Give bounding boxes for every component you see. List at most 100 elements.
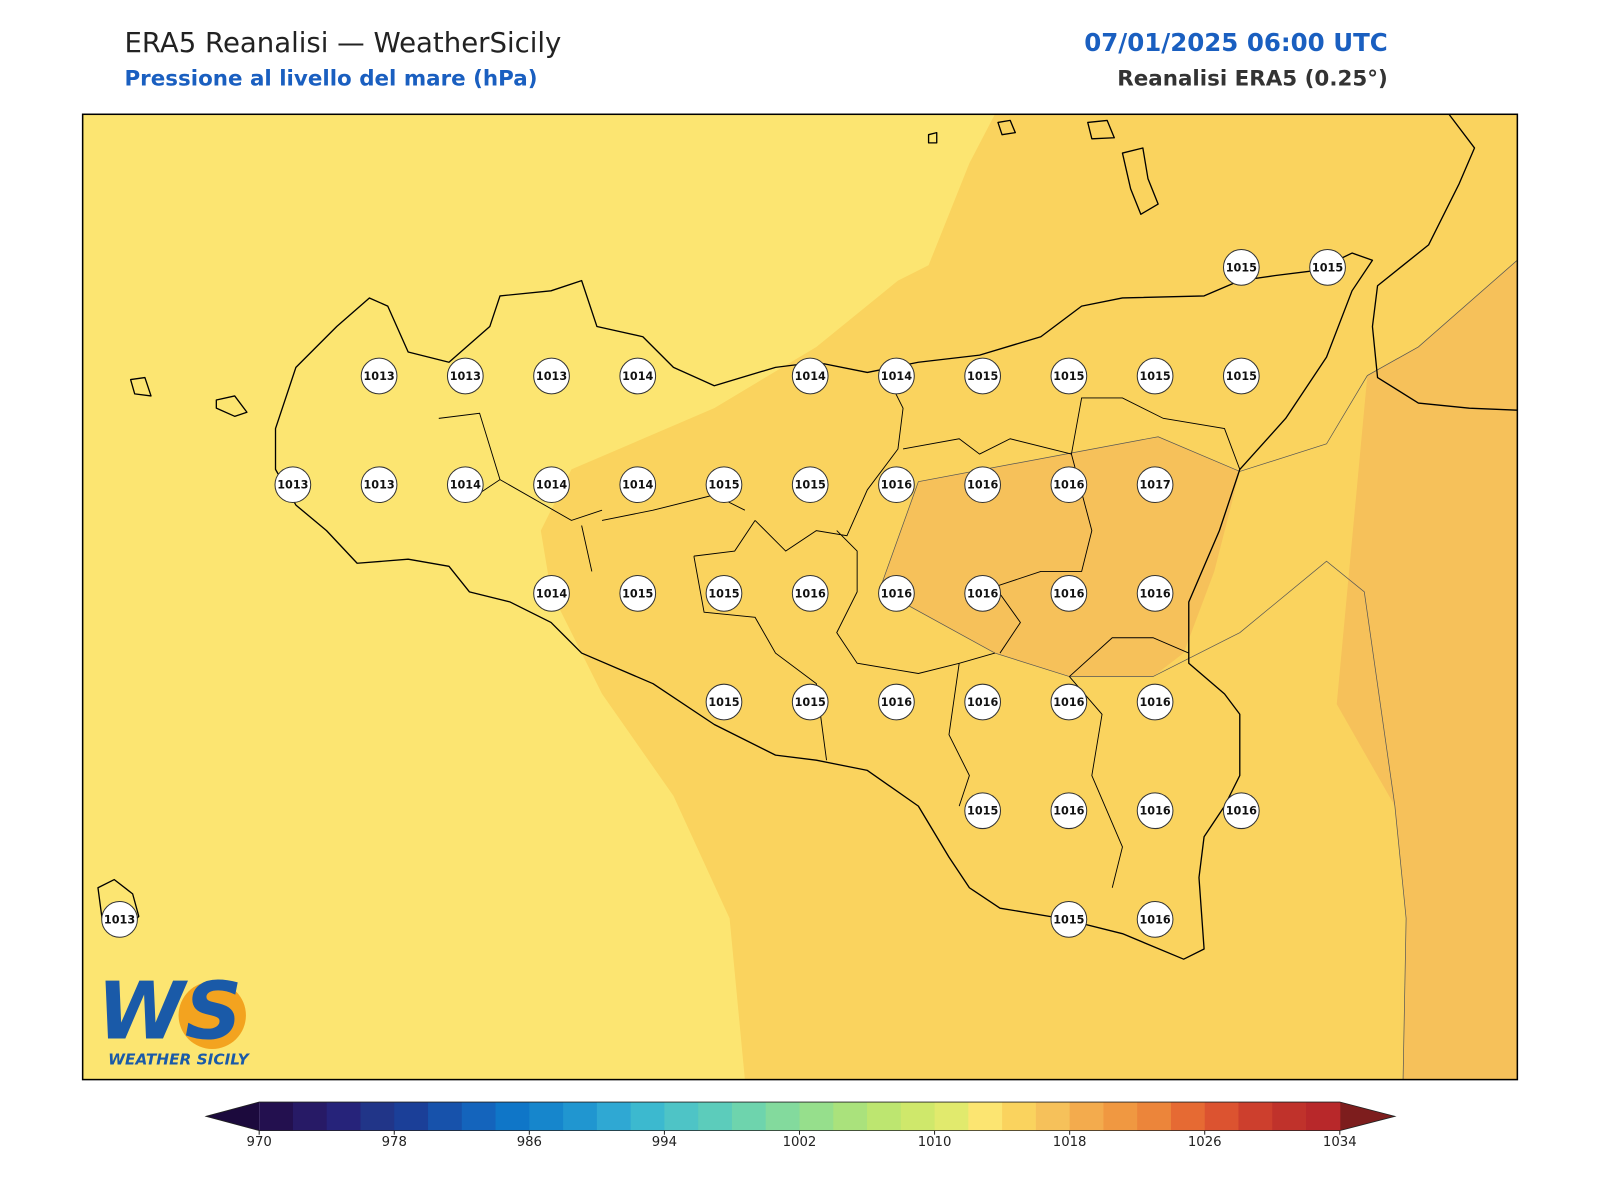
station-marker [446,357,484,395]
station-marker [878,575,915,612]
colorbar-segment [1306,1102,1341,1131]
source: Reanalisi ERA5 (0.25°) [1117,67,1387,92]
colorbar-tick-label: 1002 [783,1135,817,1150]
colorbar: 970 978 986 994 1002 1010 1018 1026 1034 [204,1101,1397,1150]
colorbar-under [206,1102,260,1131]
station-value: 1016 [1139,696,1170,709]
station-marker [360,466,398,504]
map: 1015 1015 1013 1013 1013 1014 1014 1014 1015 1015… [82,114,1518,1080]
station-value: 1016 [1053,479,1084,492]
station-marker [791,575,829,612]
title: ERA5 Reanalisi — WeatherSicily [124,27,561,59]
station-marker [619,466,657,504]
station-value: 1015 [1053,370,1084,383]
colorbar-segment [664,1102,699,1131]
station-value: 1015 [795,479,826,492]
colorbar-tick-label: 1010 [918,1135,952,1150]
station-value: 1016 [967,479,998,492]
station-marker [878,357,915,395]
station-value: 1013 [450,370,481,383]
station-marker [705,466,743,504]
colorbar-segment [731,1102,767,1131]
colorbar-segment [1035,1102,1071,1131]
colorbar-segment [867,1102,902,1131]
colorbar-segment [1170,1102,1206,1131]
colorbar-tick-label: 978 [382,1135,407,1150]
station-marker [1222,248,1260,286]
station-marker [1136,466,1174,504]
station-marker [1050,357,1088,395]
station-marker [964,357,1002,395]
logo-sun [178,981,246,1049]
station-value: 1013 [363,479,394,492]
station-value: 1014 [795,370,826,383]
pressure-field [1336,260,1518,1080]
station-marker [1222,792,1260,830]
station-marker [1136,683,1174,721]
station-value: 1014 [450,479,481,492]
colorbar-segment [630,1102,665,1131]
station-value: 1016 [881,479,912,492]
station-marker [1222,357,1260,395]
station-value: 1015 [967,370,998,383]
station-marker [1136,575,1174,612]
station-value: 1015 [622,587,653,600]
colorbar-segment [1137,1102,1172,1131]
colorbar-segment [1204,1102,1239,1131]
station-marker [1050,792,1088,830]
colorbar-segment [833,1102,868,1131]
station-value: 1016 [1139,913,1170,926]
station-value: 1013 [104,913,135,926]
station-marker [1309,248,1346,286]
station-value: 1015 [1053,913,1084,926]
colorbar-tick-label: 986 [517,1135,542,1150]
colorbar-segment [394,1102,429,1131]
coastline [274,252,1374,960]
station-value: 1014 [536,587,567,600]
station-value: 1016 [967,696,998,709]
colorbar-segment [765,1102,800,1131]
station-marker [964,792,1002,830]
station-value: 1016 [881,587,912,600]
station-value: 1015 [708,479,739,492]
station-marker [274,466,312,504]
station-value: 1013 [277,479,308,492]
station-value: 1016 [795,587,826,600]
colorbar-segment [1069,1102,1104,1131]
station-marker [791,683,829,721]
station-value: 1015 [708,696,739,709]
station-value: 1016 [967,587,998,600]
colorbar-segment [596,1102,632,1131]
colorbar-tick-label: 994 [652,1135,677,1150]
station-value: 1014 [881,370,912,383]
station-labels: 1015 1015 1013 1013 1013 1014 1014 1014 1015 1015… [101,248,1346,938]
colorbar-segment [968,1102,1003,1131]
station-value: 1016 [1053,805,1084,818]
station-marker [791,466,829,504]
colorbar-segment [428,1102,463,1131]
station-marker [533,575,570,612]
station-marker [1136,792,1174,830]
station-value: 1017 [1139,479,1170,492]
colorbar-segment [292,1102,328,1131]
coastline [1371,114,1518,411]
station-marker [964,683,1002,721]
colorbar-segment [495,1102,530,1131]
station-marker [1136,901,1174,938]
colorbar-segment [698,1102,733,1131]
station-value: 1015 [1226,261,1257,274]
station-marker [619,357,657,395]
station-value: 1013 [363,370,394,383]
station-marker [360,357,398,395]
colorbar-segment [1002,1102,1037,1131]
station-marker [878,466,915,504]
station-marker [1136,357,1174,395]
station-marker [1050,575,1088,612]
station-value: 1015 [967,805,998,818]
station-marker [964,575,1002,612]
station-marker [705,683,743,721]
colorbar-over [1339,1102,1395,1131]
station-value: 1013 [536,370,567,383]
station-value: 1014 [622,370,653,383]
